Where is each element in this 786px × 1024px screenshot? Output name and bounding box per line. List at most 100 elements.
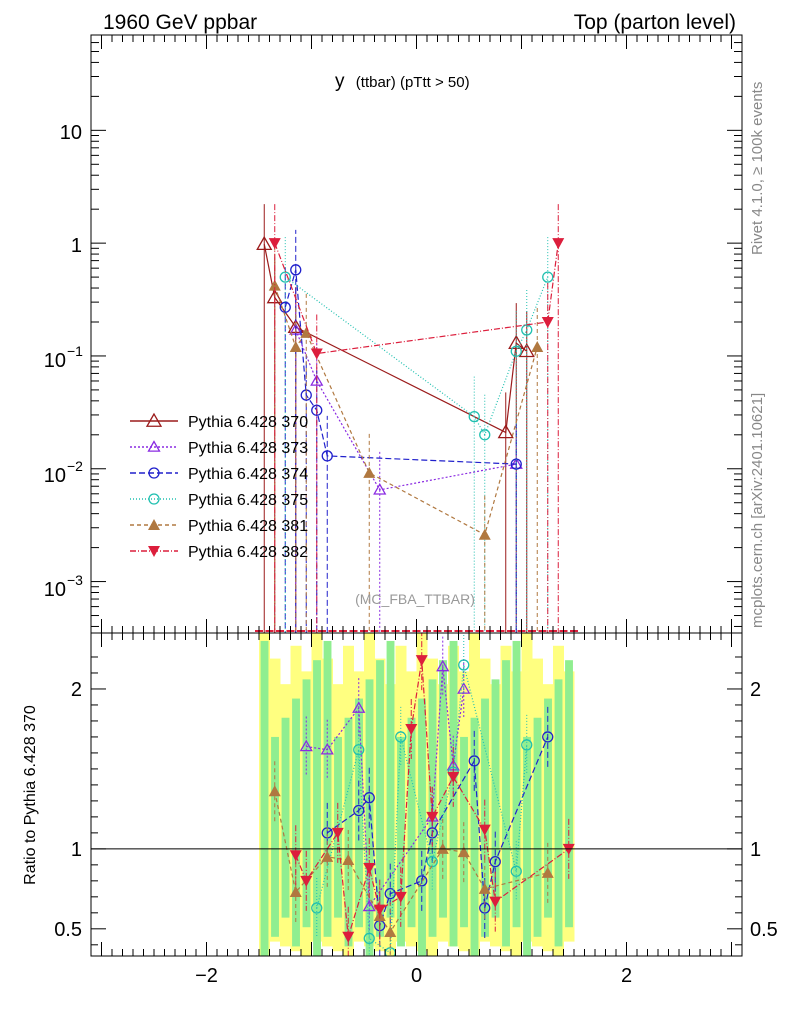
- legend-entry-1: Pythia 6.428 370: [130, 412, 308, 431]
- data-point: [518, 342, 535, 358]
- ratio-band-green: [281, 717, 290, 918]
- observable-title-sub: (ttbar) (pTtt > 50): [356, 74, 470, 91]
- rivet-version-label: Rivet 4.1.0, ≥ 100k events: [749, 82, 766, 255]
- y-tick-label-0.01-exp: −2: [67, 458, 83, 474]
- data-point: [363, 466, 376, 478]
- ratio-data-point: [268, 785, 281, 797]
- ratio-data-point: [457, 682, 471, 694]
- main-panel-series: [255, 203, 578, 633]
- ratio-data-point: [447, 771, 460, 783]
- data-point: [311, 404, 323, 416]
- series-5: [268, 245, 544, 633]
- ratio-data-point: [362, 899, 376, 912]
- x-tick-label: 2: [621, 965, 632, 987]
- legend-entry-2: Pythia 6.428 373: [130, 440, 308, 457]
- data-point: [373, 483, 387, 495]
- ratio-data-point: [426, 811, 439, 823]
- ratio-band-green: [260, 640, 269, 956]
- ratio-data-point: [311, 902, 323, 914]
- ratio-data-point: [468, 755, 480, 767]
- ratio-data-point: [373, 904, 386, 916]
- ratio-band-green: [554, 679, 563, 947]
- ratio-y-axis-label: Ratio to Pythia 6.428 370: [22, 705, 39, 885]
- ratio-data-point: [342, 931, 355, 943]
- data-point: [256, 235, 273, 251]
- ratio-data-point: [331, 827, 344, 839]
- ratio-data-point: [342, 854, 355, 866]
- ratio-band-green: [533, 717, 542, 937]
- ratio-y-tick-label: 0.5: [54, 919, 82, 941]
- legend-entry-4: Pythia 6.428 375: [130, 492, 308, 509]
- ratio-data-point: [289, 886, 302, 898]
- ratio-band-green: [407, 717, 416, 928]
- legend-label: Pythia 6.428 382: [188, 544, 308, 561]
- legend-swatch-marker: [148, 519, 160, 530]
- legend: Pythia 6.428 370 Pythia 6.428 373 Pythia 6…: [130, 412, 308, 561]
- ratio-band-green: [292, 698, 300, 947]
- legend-label: Pythia 6.428 373: [188, 440, 308, 457]
- axes-ticks: −2 0 2 0.5 0.5 1 1 2 2: [54, 34, 778, 987]
- ratio-y-tick-label: 2: [71, 679, 82, 701]
- legend-swatch-marker: [148, 546, 160, 557]
- data-point: [542, 271, 554, 283]
- ratio-data-point: [521, 739, 533, 751]
- observable-title: y (ttbar) (pTtt > 50): [335, 71, 470, 92]
- ratio-data-point: [458, 659, 470, 671]
- analysis-watermark: (MC_FBA_TTBAR): [355, 591, 475, 607]
- ratio-data-point: [384, 887, 396, 900]
- ratio-series-line: [295, 660, 570, 937]
- legend-swatch-marker: [148, 467, 160, 479]
- legend-label: Pythia 6.428 375: [188, 492, 308, 509]
- ratio-data-point: [489, 896, 502, 908]
- process-label: Top (parton level): [574, 11, 736, 34]
- data-point: [510, 345, 522, 357]
- legend-swatch-marker: [145, 412, 163, 427]
- ratio-band-green: [491, 679, 500, 918]
- data-point: [300, 326, 313, 338]
- ratio-panel-series: [268, 633, 575, 956]
- data-point: [478, 528, 491, 540]
- ratio-data-point: [489, 856, 501, 868]
- legend-entry-5: Pythia 6.428 381: [130, 518, 308, 535]
- ratio-data-point: [321, 850, 334, 862]
- series-line: [263, 244, 528, 434]
- data-point: [541, 316, 554, 328]
- legend-entry-3: Pythia 6.428 374: [130, 466, 308, 483]
- ratio-band-green: [523, 736, 531, 956]
- ratio-data-point: [478, 882, 491, 894]
- ratio-data-point: [416, 875, 428, 887]
- data-point: [310, 348, 323, 360]
- ratio-band-green: [470, 717, 479, 956]
- data-point: [268, 238, 281, 250]
- observable-title-main: y: [335, 71, 345, 92]
- ratio-y-tick-label-right: 2: [750, 679, 761, 701]
- ratio-data-point: [510, 865, 522, 877]
- ratio-band-green: [481, 698, 489, 937]
- ratio-y-tick-label-right: 1: [750, 839, 761, 861]
- series-line: [284, 269, 517, 465]
- data-point: [289, 341, 302, 353]
- ratio-data-point: [384, 926, 397, 938]
- series-4: [279, 237, 554, 633]
- ratio-data-point: [352, 701, 366, 713]
- data-point: [321, 450, 333, 462]
- ratio-band-green: [397, 736, 405, 947]
- y-tick-label-0.01: 10: [44, 465, 66, 487]
- legend-label: Pythia 6.428 370: [188, 414, 308, 431]
- data-point: [497, 424, 514, 439]
- ratio-series-line: [306, 666, 465, 909]
- ratio-data-point: [541, 866, 554, 878]
- series-line: [295, 329, 517, 491]
- data-point: [531, 341, 544, 353]
- ratio-band-green: [302, 679, 311, 928]
- ratio-data-point: [457, 846, 470, 858]
- data-point: [290, 264, 302, 276]
- series-line: [284, 276, 549, 437]
- ratio-band-green: [271, 736, 279, 937]
- y-tick-label-0.001: 10: [44, 579, 66, 601]
- data-point: [468, 410, 480, 423]
- ratio-band-green: [544, 698, 552, 918]
- ratio-band-green: [376, 660, 384, 937]
- ratio-data-point: [363, 792, 375, 804]
